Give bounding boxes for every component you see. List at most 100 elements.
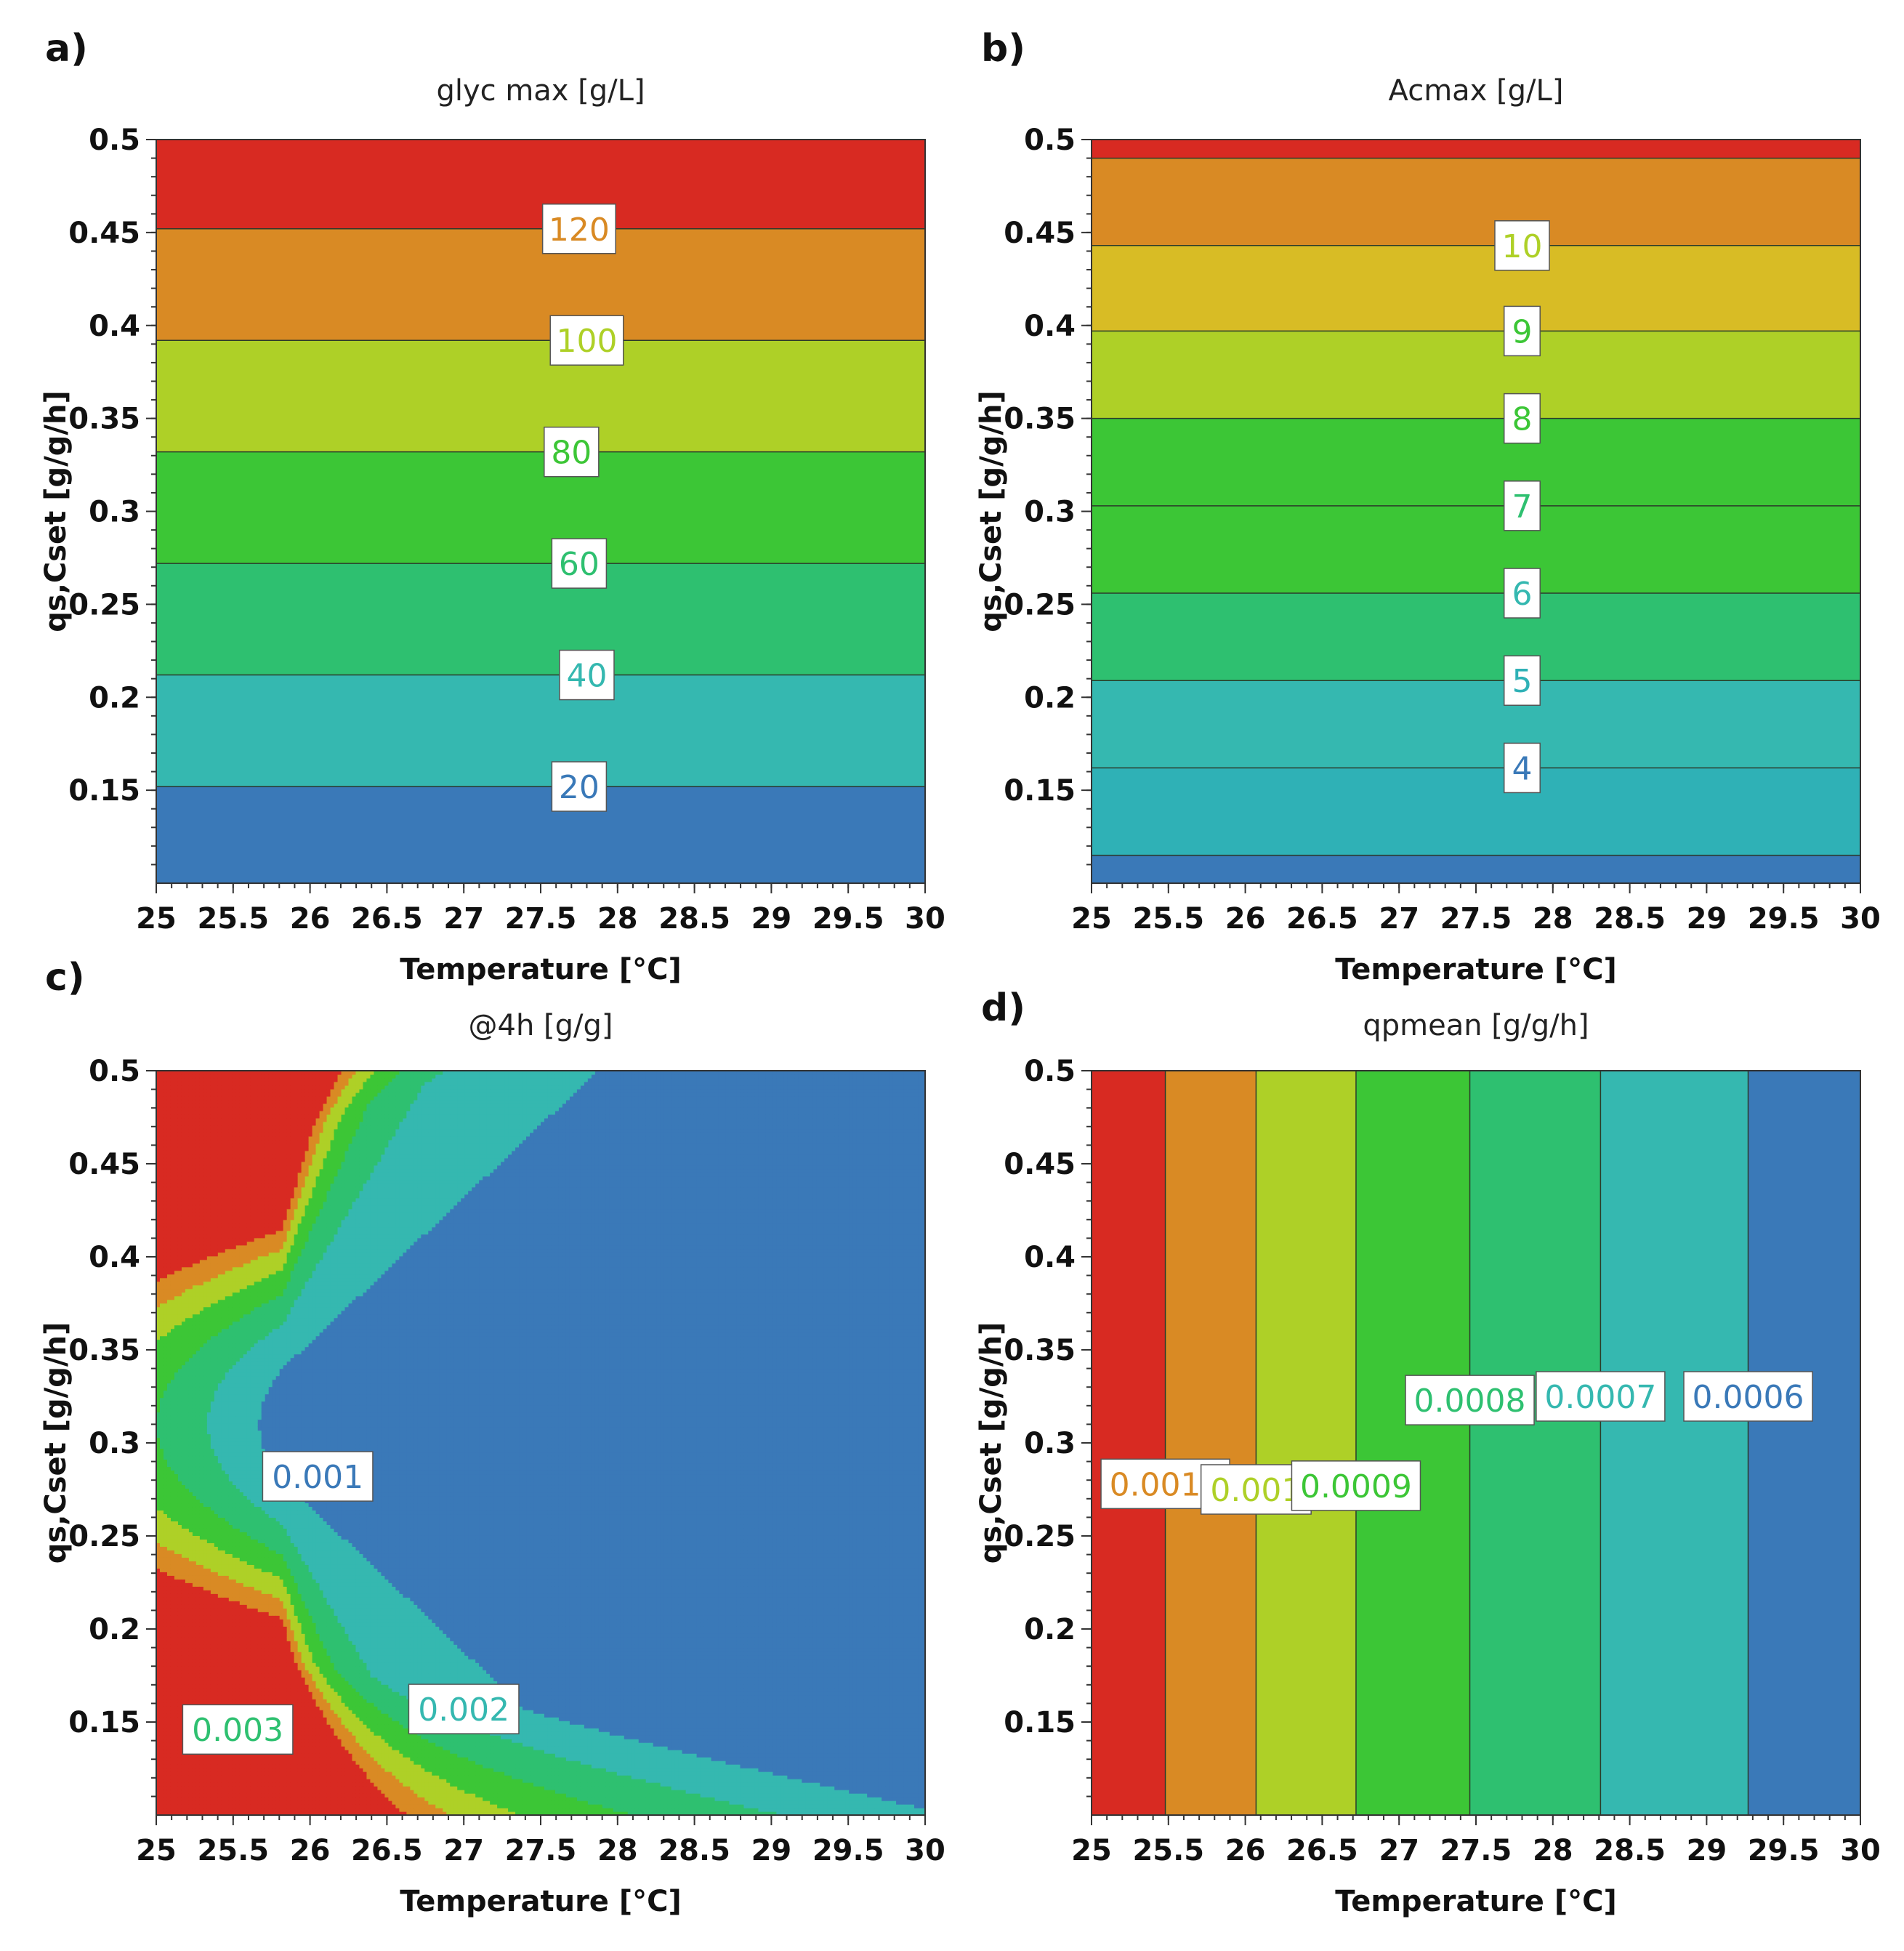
contour-cell [164, 1151, 168, 1155]
contour-cell [160, 1459, 164, 1463]
contour-cell [167, 1659, 172, 1663]
contour-cell [160, 1630, 164, 1634]
contour-label: 8 [1504, 394, 1541, 443]
y-tick-label: 0.15 [68, 774, 140, 808]
contour-cell [160, 1470, 164, 1474]
contour-cell [164, 1593, 168, 1598]
contour-cell [167, 1622, 172, 1627]
contour-cell [164, 1343, 168, 1348]
contour-cell [167, 1340, 172, 1344]
contour-cell [164, 1739, 168, 1743]
contour-cell [160, 1622, 164, 1627]
contour-cell [160, 1394, 164, 1399]
contour-cell [164, 1169, 168, 1173]
contour-cell [160, 1786, 164, 1790]
contour-label-text: 120 [549, 212, 610, 249]
contour-cell [160, 1463, 164, 1467]
contour-cell [160, 1332, 164, 1337]
contour-cell [164, 1438, 168, 1442]
contour-cell [164, 1779, 168, 1783]
contour-cell [167, 1721, 172, 1725]
contour-cell [160, 1162, 164, 1166]
contour-cell [167, 1550, 172, 1554]
contour-cell [160, 1717, 164, 1721]
contour-cell [160, 1398, 164, 1402]
contour-cell [164, 1652, 168, 1656]
contour-cell [160, 1670, 164, 1674]
contour-cell [164, 1292, 168, 1297]
contour-cell [160, 1575, 164, 1580]
chart-title: Acmax [g/L] [1389, 74, 1564, 108]
contour-cell [160, 1648, 164, 1652]
contour-cell [164, 1597, 168, 1601]
contour-cell [167, 1361, 172, 1366]
contour-cell [167, 1481, 172, 1485]
contour-cell [160, 1539, 164, 1543]
contour-cell [167, 1517, 172, 1521]
contour-cell [160, 1557, 164, 1561]
contour-cell [167, 1260, 172, 1264]
contour-cell [167, 1452, 172, 1456]
x-tick-label: 26 [290, 902, 331, 936]
contour-cell [167, 1495, 172, 1500]
contour-cell [160, 1401, 164, 1406]
contour-cell [164, 1582, 168, 1587]
y-axis-label: qs,Cset [g/g/h] [975, 390, 1008, 632]
contour-cell [164, 1194, 168, 1199]
contour-cell [164, 1535, 168, 1540]
contour-cell [167, 1601, 172, 1605]
contour-cell [160, 1183, 164, 1188]
contour-label: 9 [1504, 306, 1541, 355]
y-tick-label: 0.3 [1024, 496, 1076, 529]
contour-cell [167, 1431, 172, 1435]
contour-label-text: 6 [1512, 576, 1532, 613]
contour-cell [167, 1808, 172, 1812]
contour-cell [164, 1615, 168, 1620]
contour-cell [160, 1282, 164, 1286]
contour-cell [164, 1546, 168, 1550]
contour-cell [167, 1604, 172, 1609]
contour-cell [164, 1495, 168, 1500]
contour-cell [164, 1532, 168, 1536]
contour-cell [167, 1731, 172, 1736]
contour-cell [167, 1528, 172, 1532]
contour-cell [164, 1691, 168, 1696]
contour-cell [167, 1586, 172, 1590]
contour-cell [160, 1303, 164, 1308]
contour-cell [164, 1260, 168, 1264]
contour-cell [160, 1351, 164, 1355]
contour-cell [167, 1466, 172, 1471]
contour-cell [160, 1764, 164, 1769]
contour-cell [164, 1706, 168, 1710]
contour-cell [167, 1728, 172, 1732]
contour-cell [164, 1590, 168, 1594]
contour-cell [160, 1165, 164, 1170]
contour-cell [164, 1431, 168, 1435]
contour-label: 100 [550, 315, 624, 365]
contour-label: 10 [1495, 221, 1549, 270]
contour-cell [167, 1670, 172, 1674]
contour-cell [167, 1699, 172, 1703]
contour-cell [167, 1405, 172, 1409]
contour-cell [167, 1503, 172, 1507]
contour-cell [167, 1369, 172, 1373]
contour-cell [160, 1300, 164, 1304]
y-tick-label: 0.3 [89, 496, 140, 529]
contour-cell [164, 1376, 168, 1380]
x-tick-label: 30 [1840, 902, 1881, 936]
contour-cell [167, 1724, 172, 1729]
contour-cell [164, 1227, 168, 1231]
contour-cell [164, 1586, 168, 1590]
contour-cell [160, 1659, 164, 1663]
contour-cell [167, 1234, 172, 1239]
contour-cell [164, 1303, 168, 1308]
contour-cell [167, 1256, 172, 1260]
contour-cell [164, 1786, 168, 1790]
contour-cell [167, 1677, 172, 1681]
y-tick-label: 0.2 [1024, 681, 1076, 715]
contour-cell [164, 1329, 168, 1333]
contour-cell [160, 1619, 164, 1623]
contour-cell [160, 1775, 164, 1779]
contour-cell [164, 1401, 168, 1406]
contour-cell [160, 1677, 164, 1681]
